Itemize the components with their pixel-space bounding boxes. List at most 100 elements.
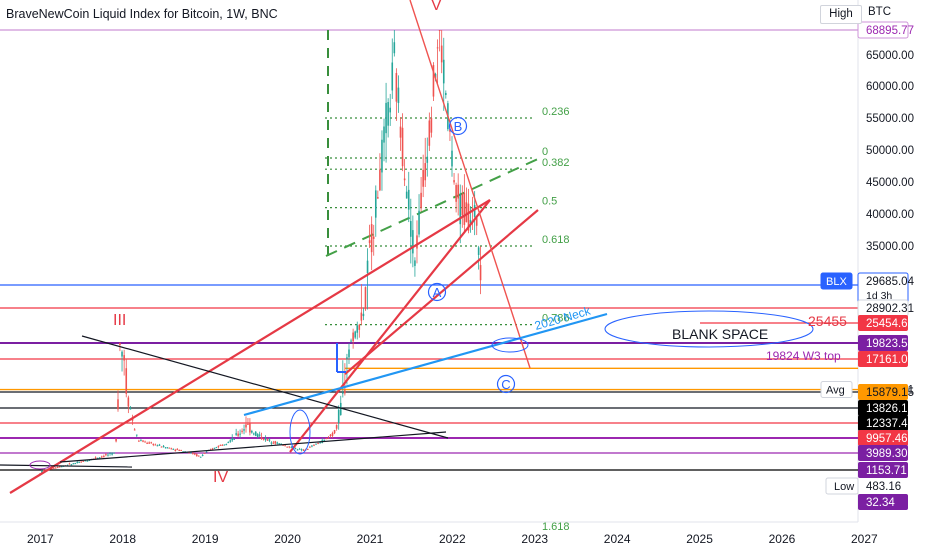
candle-body [227, 442, 230, 444]
candle-body [245, 424, 247, 428]
candle-body [309, 446, 311, 448]
target-label: 25455 [808, 313, 847, 329]
candle-body [276, 442, 279, 444]
candle-body [78, 461, 81, 463]
candle-body [146, 442, 148, 444]
candle-body [270, 442, 273, 444]
black-trendline-lower [59, 431, 447, 463]
blank-space-ellipse [604, 310, 814, 348]
candle-body [111, 452, 113, 455]
price-tag[interactable]: 3989.30 [858, 445, 908, 461]
candle-body [233, 438, 235, 440]
candle-body [105, 454, 107, 456]
candle-body [372, 236, 375, 239]
candle-body [150, 442, 153, 444]
candle-body [80, 461, 82, 463]
candle-body [290, 446, 293, 448]
candle-body [302, 449, 305, 452]
candle-body [249, 423, 251, 433]
candle-body [438, 30, 441, 31]
candle-body [168, 447, 171, 449]
candle-body [142, 440, 144, 442]
candle-body [76, 461, 79, 463]
candle-body [162, 445, 165, 447]
candle-body [342, 392, 344, 394]
candle-body [211, 448, 214, 450]
candle-body [346, 357, 348, 359]
high-label[interactable]: High [820, 5, 862, 24]
candle-body [194, 453, 196, 455]
price-tag[interactable]: 68895.77 [857, 21, 914, 39]
price-tag-prefix-bg [820, 272, 853, 290]
candle-body [397, 87, 400, 104]
candle-body [170, 448, 173, 450]
price-tag[interactable]: 483.16 [858, 478, 908, 494]
price-tag[interactable]: 32.34 [858, 494, 908, 510]
candle-body [235, 433, 237, 435]
chart-title: BraveNewCoin Liquid Index for Bitcoin, 1… [6, 7, 278, 21]
price-tag[interactable]: 29685.04 1d 3h BLX [820, 272, 915, 304]
candle-body [475, 217, 478, 226]
candle-body [333, 430, 336, 434]
price-tag[interactable]: 17161.05 [858, 351, 914, 367]
price-tag-bg [858, 462, 908, 478]
price-tag[interactable]: 1153.71 [858, 462, 908, 478]
candle-body [323, 439, 326, 442]
price-tag[interactable]: 12337.48 [858, 415, 914, 431]
candle-body [264, 438, 267, 441]
price-tag[interactable]: 25454.67 [858, 315, 914, 331]
candle-body [339, 402, 342, 415]
candle-body [125, 368, 128, 394]
price-tag-prefix: BLX [826, 276, 847, 288]
price-tag-bg [858, 445, 908, 461]
fib-level-label: 1.618 [542, 521, 570, 533]
candle-body [254, 431, 257, 436]
bottom-ellipse [289, 409, 311, 455]
candle-body [381, 139, 383, 173]
low-label: Low [834, 481, 854, 493]
candle-body [135, 434, 138, 436]
candle-body [440, 45, 443, 63]
candle-body [311, 445, 313, 447]
candle-body [213, 447, 216, 449]
candle-body [284, 445, 286, 447]
candle-body [109, 452, 111, 454]
price-tag[interactable]: 28902.31 [857, 299, 914, 317]
candle-body [217, 445, 220, 447]
green-trend-dashed [325, 157, 541, 257]
price-axis-tick: 50000.00 [866, 145, 914, 157]
candle-body [463, 192, 466, 225]
time-axis-tick: 2027 [851, 532, 878, 546]
candle-body [107, 454, 109, 456]
blank-space-label: BLANK SPACE [672, 326, 768, 342]
candle-body [251, 430, 253, 433]
candle-body [133, 429, 136, 431]
candle-body [117, 399, 119, 410]
price-tag-value: 483.16 [866, 481, 901, 493]
candle-body [174, 449, 177, 451]
price-tag-value: 3989.30 [866, 448, 908, 460]
price-tag[interactable]: 15879.15 [858, 384, 914, 400]
price-tag-value: 12337.48 [866, 418, 914, 430]
candle-body [430, 118, 433, 133]
candle-body [432, 65, 435, 97]
candle-body [86, 460, 89, 462]
candle-body [247, 423, 249, 425]
candle-body [418, 210, 420, 235]
candle-body [164, 447, 167, 449]
candle-body [166, 447, 169, 449]
candle-body [121, 351, 123, 357]
candle-body [258, 434, 261, 436]
candle-body [41, 470, 43, 474]
candle-body [344, 390, 346, 394]
price-tag-bg [858, 384, 908, 400]
price-tag[interactable]: 19823.54 [858, 335, 915, 351]
low-label-bg [825, 477, 859, 495]
price-tag[interactable]: 9957.46 [858, 430, 908, 446]
price-tag-value: 32.34 [866, 497, 895, 509]
candle-body [294, 448, 297, 450]
w3-top-label: 19824 W3 top [766, 349, 841, 363]
price-tag[interactable]: 13826.10 [858, 400, 914, 416]
wave-label-V: V [431, 0, 442, 14]
